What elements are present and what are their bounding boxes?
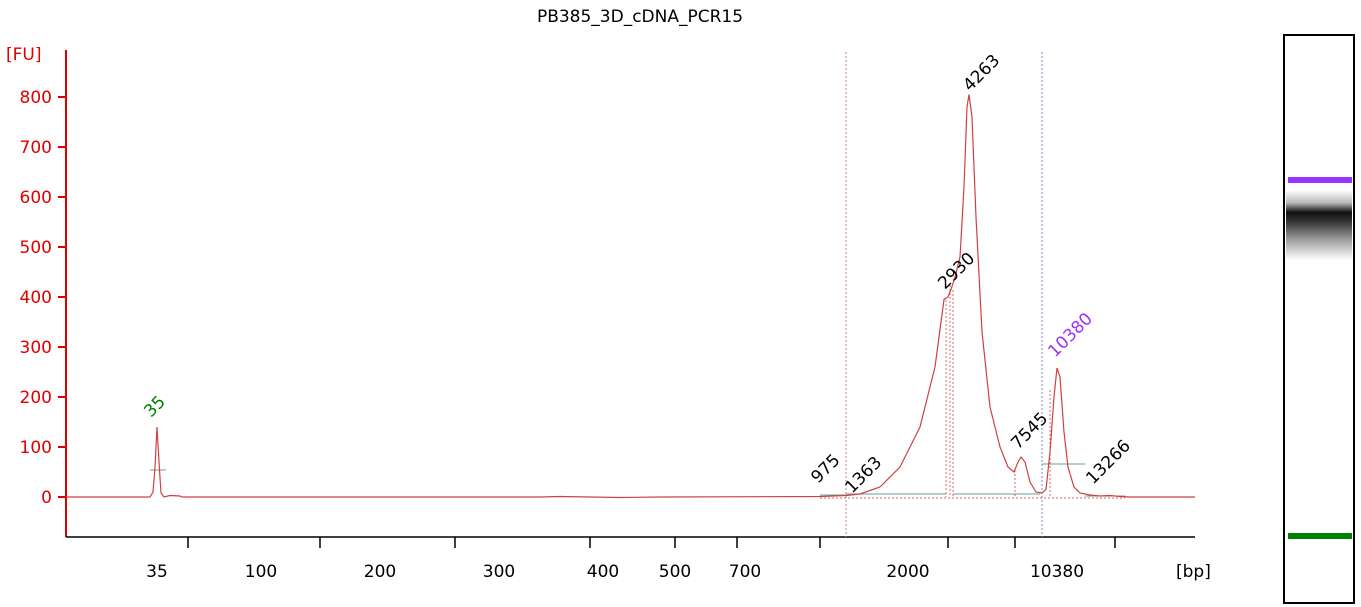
y-tick-label: 200 <box>20 388 52 408</box>
y-axis-label: [FU] <box>6 45 42 65</box>
x-tick-label: 300 <box>483 562 515 582</box>
y-tick-label: 800 <box>20 88 52 108</box>
x-tick-label: 200 <box>364 562 396 582</box>
y-tick-label: 100 <box>20 438 52 458</box>
chart-title: PB385_3D_cDNA_PCR15 <box>537 7 743 27</box>
trace-line <box>66 94 1195 499</box>
y-tick-label: 0 <box>41 488 52 508</box>
gel-lane-frame <box>1283 34 1355 604</box>
trace-group <box>66 94 1195 499</box>
peak-label: 1363 <box>841 453 886 498</box>
y-tick-label: 500 <box>20 238 52 258</box>
y-tick-label: 300 <box>20 338 52 358</box>
x-tick-label: 500 <box>659 562 691 582</box>
x-tick-label: 700 <box>729 562 761 582</box>
x-tick-label: 400 <box>587 562 619 582</box>
x-tick-label: 100 <box>245 562 277 582</box>
x-axis: 35 100 200 300 400 500 700 2000 10380 <box>66 536 1195 582</box>
peak-label: 13266 <box>1082 436 1134 488</box>
y-tick-label: 400 <box>20 288 52 308</box>
peak-label: 7545 <box>1007 409 1052 454</box>
x-axis-label: [bp] <box>1176 562 1211 582</box>
x-tick-label: 2000 <box>886 562 929 582</box>
peak-label: 4263 <box>959 51 1004 96</box>
gel-lane <box>1283 34 1355 604</box>
gel-smear <box>1286 190 1352 260</box>
x-tick-label: 35 <box>146 562 168 582</box>
peak-label: 2930 <box>934 249 979 294</box>
y-tick-label: 700 <box>20 138 52 158</box>
gel-lower-marker-band <box>1288 533 1352 539</box>
y-axis: 0 100 200 300 400 500 600 700 800 <box>20 50 67 537</box>
x-tick-label: 10380 <box>1030 562 1084 582</box>
region-markers <box>150 52 1125 537</box>
peak-label: 10380 <box>1044 309 1096 361</box>
gel-upper-marker-band <box>1288 177 1352 183</box>
peak-label: 35 <box>140 392 169 421</box>
peak-label: 975 <box>807 450 844 487</box>
y-tick-label: 600 <box>20 188 52 208</box>
